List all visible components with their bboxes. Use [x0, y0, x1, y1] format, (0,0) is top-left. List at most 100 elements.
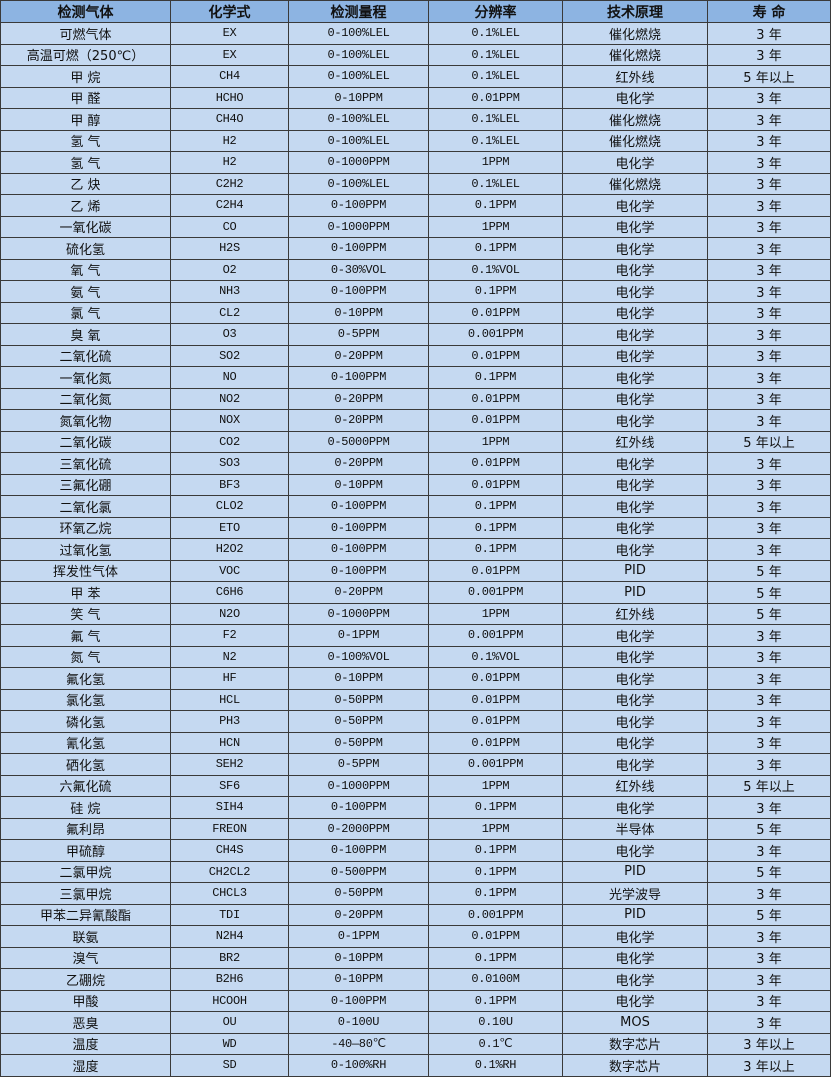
cell-range: 0-20PPM [288, 903, 429, 926]
cell-principle: 电化学 [562, 387, 708, 410]
cell-principle: 电化学 [562, 968, 708, 991]
cell-lifespan: 3 年以上 [707, 1032, 831, 1055]
cell-resolution: 0.001PPM [428, 581, 563, 604]
cell-principle: 电化学 [562, 731, 708, 754]
cell-gas: 氟 气 [0, 624, 171, 647]
table-row: 甲苯二异氰酸酯 TDI 0-20PPM 0.001PPM PID 5 年 [0, 903, 831, 926]
cell-resolution: 0.01PPM [428, 559, 563, 582]
cell-resolution: 0.10U [428, 1011, 563, 1034]
cell-resolution: 0.01PPM [428, 688, 563, 711]
cell-principle: 电化学 [562, 839, 708, 862]
cell-resolution: 0.1PPM [428, 366, 563, 389]
cell-gas: 二氧化氯 [0, 495, 171, 518]
cell-lifespan: 3 年 [707, 452, 831, 475]
table-row: 三氧化硫 SO3 0-20PPM 0.01PPM 电化学 3 年 [0, 452, 831, 475]
cell-resolution: 0.1PPM [428, 796, 563, 819]
cell-range: 0-500PPM [288, 860, 429, 883]
cell-gas: 挥发性气体 [0, 559, 171, 582]
cell-lifespan: 5 年以上 [707, 65, 831, 88]
cell-lifespan: 5 年以上 [707, 774, 831, 797]
cell-principle: 催化燃烧 [562, 129, 708, 152]
cell-lifespan: 3 年 [707, 731, 831, 754]
cell-formula: CHCL3 [170, 882, 289, 905]
cell-range: 0-5000PPM [288, 430, 429, 453]
cell-range: 0-10PPM [288, 301, 429, 324]
cell-formula: SEH2 [170, 753, 289, 776]
cell-resolution: 0.01PPM [428, 452, 563, 475]
cell-resolution: 0.1%LEL [428, 172, 563, 195]
cell-lifespan: 3 年 [707, 172, 831, 195]
header-gas: 检测气体 [0, 0, 171, 23]
cell-principle: 电化学 [562, 473, 708, 496]
cell-lifespan: 3 年 [707, 366, 831, 389]
cell-lifespan: 3 年 [707, 387, 831, 410]
cell-formula: WD [170, 1032, 289, 1055]
table-row: 氨 气 NH3 0-100PPM 0.1PPM 电化学 3 年 [0, 280, 831, 303]
cell-lifespan: 3 年 [707, 538, 831, 561]
cell-gas: 氰化氢 [0, 731, 171, 754]
table-row: 挥发性气体 VOC 0-100PPM 0.01PPM PID 5 年 [0, 559, 831, 582]
cell-resolution: 0.1PPM [428, 989, 563, 1012]
table-row: 二氧化氯 CLO2 0-100PPM 0.1PPM 电化学 3 年 [0, 495, 831, 518]
cell-range: 0-100%LEL [288, 65, 429, 88]
cell-formula: SF6 [170, 774, 289, 797]
cell-resolution: 0.1PPM [428, 882, 563, 905]
cell-formula: NOX [170, 409, 289, 432]
cell-formula: CL2 [170, 301, 289, 324]
cell-principle: PID [562, 860, 708, 883]
cell-gas: 二氧化硫 [0, 344, 171, 367]
cell-formula: HCN [170, 731, 289, 754]
cell-gas: 氮 气 [0, 645, 171, 668]
cell-formula: SIH4 [170, 796, 289, 819]
cell-principle: 电化学 [562, 366, 708, 389]
cell-range: 0-100%LEL [288, 129, 429, 152]
cell-principle: 电化学 [562, 495, 708, 518]
cell-range: 0-50PPM [288, 731, 429, 754]
cell-gas: 乙 烯 [0, 194, 171, 217]
cell-lifespan: 3 年 [707, 22, 831, 45]
cell-principle: 催化燃烧 [562, 108, 708, 131]
cell-principle: 催化燃烧 [562, 22, 708, 45]
table-row: 硒化氢 SEH2 0-5PPM 0.001PPM 电化学 3 年 [0, 753, 831, 776]
table-row: 乙 烯 C2H4 0-100PPM 0.1PPM 电化学 3 年 [0, 194, 831, 217]
cell-resolution: 0.1%LEL [428, 65, 563, 88]
cell-resolution: 0.01PPM [428, 925, 563, 948]
table-row: 硫化氢 H2S 0-100PPM 0.1PPM 电化学 3 年 [0, 237, 831, 260]
cell-gas: 一氧化氮 [0, 366, 171, 389]
cell-resolution: 0.01PPM [428, 710, 563, 733]
cell-gas: 温度 [0, 1032, 171, 1055]
cell-principle: 电化学 [562, 710, 708, 733]
cell-lifespan: 5 年 [707, 559, 831, 582]
cell-principle: 电化学 [562, 151, 708, 174]
table-row: 溴气 BR2 0-10PPM 0.1PPM 电化学 3 年 [0, 946, 831, 969]
cell-gas: 联氨 [0, 925, 171, 948]
cell-lifespan: 3 年 [707, 215, 831, 238]
cell-formula: CO [170, 215, 289, 238]
cell-principle: 半导体 [562, 817, 708, 840]
cell-principle: 数字芯片 [562, 1032, 708, 1055]
cell-resolution: 0.001PPM [428, 753, 563, 776]
cell-gas: 甲硫醇 [0, 839, 171, 862]
cell-resolution: 0.1%VOL [428, 645, 563, 668]
cell-formula: B2H6 [170, 968, 289, 991]
table-row: 二氯甲烷 CH2CL2 0-500PPM 0.1PPM PID 5 年 [0, 860, 831, 883]
cell-resolution: 0.1PPM [428, 495, 563, 518]
cell-range: 0-50PPM [288, 688, 429, 711]
table-row: 氧 气 O2 0-30%VOL 0.1%VOL 电化学 3 年 [0, 258, 831, 281]
cell-formula: HF [170, 667, 289, 690]
cell-gas: 硒化氢 [0, 753, 171, 776]
cell-range: 0-1000PPM [288, 602, 429, 625]
cell-principle: 红外线 [562, 65, 708, 88]
table-row: 湿度 SD 0-100%RH 0.1%RH 数字芯片 3 年以上 [0, 1054, 831, 1077]
cell-lifespan: 3 年 [707, 237, 831, 260]
cell-lifespan: 3 年 [707, 710, 831, 733]
cell-range: 0-100PPM [288, 796, 429, 819]
cell-lifespan: 3 年 [707, 688, 831, 711]
header-resolution: 分辨率 [428, 0, 563, 23]
cell-formula: HCL [170, 688, 289, 711]
table-row: 可燃气体 EX 0-100%LEL 0.1%LEL 催化燃烧 3 年 [0, 22, 831, 45]
cell-lifespan: 3 年 [707, 323, 831, 346]
cell-resolution: 0.01PPM [428, 473, 563, 496]
cell-range: 0-20PPM [288, 409, 429, 432]
cell-range: 0-100PPM [288, 194, 429, 217]
